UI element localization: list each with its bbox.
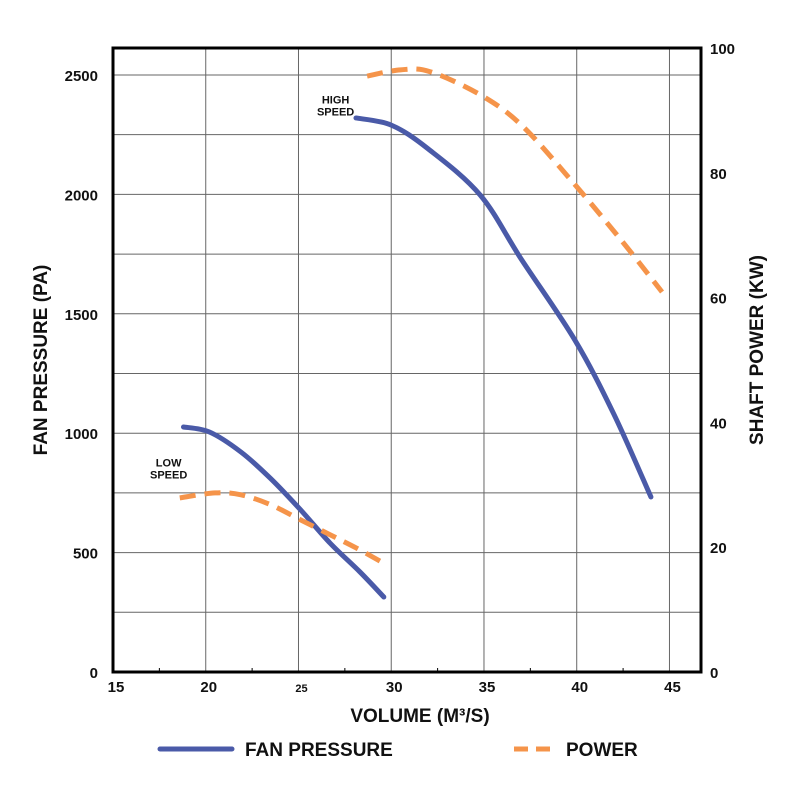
curve-annotation: HIGH bbox=[322, 95, 350, 107]
y-tick-label: 2500 bbox=[65, 68, 98, 85]
y2-tick-label: 60 bbox=[710, 291, 727, 308]
curve-annotation: SPEED bbox=[150, 470, 187, 482]
x-tick-label: 30 bbox=[386, 679, 403, 696]
y-tick-label: 0 bbox=[90, 665, 98, 682]
grid bbox=[113, 48, 701, 672]
pressure-curve-high-speed bbox=[353, 115, 654, 500]
power-curve-low-speed bbox=[179, 490, 384, 565]
curve-annotation: SPEED bbox=[317, 107, 354, 119]
y-tick-label: 1500 bbox=[65, 307, 98, 324]
y-tick-label: 500 bbox=[73, 546, 98, 563]
legend: FAN PRESSURE POWER bbox=[157, 740, 638, 761]
pressure-curve-low-speed bbox=[180, 424, 387, 600]
x-tick-label: 45 bbox=[664, 679, 681, 696]
y-axis-label: FAN PRESSURE (PA) bbox=[31, 265, 52, 456]
power-curve-high-speed bbox=[366, 66, 665, 294]
plot-frame bbox=[111, 46, 703, 674]
x-axis-label: VOLUME (M³/S) bbox=[350, 706, 489, 727]
y2-tick-label: 20 bbox=[710, 540, 727, 557]
y2-tick-label: 80 bbox=[710, 166, 727, 183]
legend-label-power: POWER bbox=[566, 740, 638, 761]
curves bbox=[179, 66, 665, 600]
ticks: 15 20 25 30 35 40 45 0 500 1000 1500 2000 2500 0 20 40 6… bbox=[65, 41, 735, 696]
x-tick-label: 15 bbox=[108, 679, 125, 696]
legend-label-pressure: FAN PRESSURE bbox=[245, 740, 393, 761]
y2-tick-label: 100 bbox=[710, 41, 735, 58]
y2-tick-label: 40 bbox=[710, 415, 727, 432]
x-tick-label: 40 bbox=[571, 679, 588, 696]
curve-annotation: LOW bbox=[156, 458, 182, 470]
x-tick-label: 20 bbox=[200, 679, 217, 696]
y-tick-label: 2000 bbox=[65, 187, 98, 204]
y2-tick-label: 0 bbox=[710, 665, 718, 682]
y2-axis-label: SHAFT POWER (KW) bbox=[747, 255, 768, 445]
y-tick-label: 1000 bbox=[65, 426, 98, 443]
x-tick-label: 25 bbox=[295, 683, 307, 695]
x-tick-label: 35 bbox=[479, 679, 496, 696]
